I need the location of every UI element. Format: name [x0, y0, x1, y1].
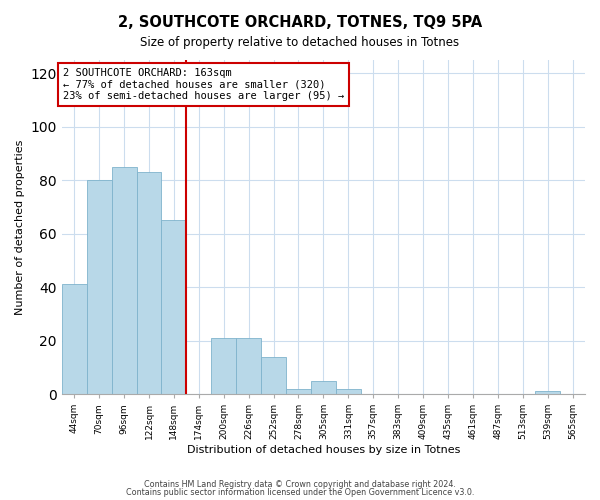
Bar: [211, 338, 236, 394]
X-axis label: Distribution of detached houses by size in Totnes: Distribution of detached houses by size …: [187, 445, 460, 455]
Text: 2, SOUTHCOTE ORCHARD, TOTNES, TQ9 5PA: 2, SOUTHCOTE ORCHARD, TOTNES, TQ9 5PA: [118, 15, 482, 30]
Text: Contains public sector information licensed under the Open Government Licence v3: Contains public sector information licen…: [126, 488, 474, 497]
Y-axis label: Number of detached properties: Number of detached properties: [15, 140, 25, 314]
Bar: [62, 284, 87, 394]
Bar: [161, 220, 187, 394]
Bar: [236, 338, 261, 394]
Bar: [137, 172, 161, 394]
Text: 2 SOUTHCOTE ORCHARD: 163sqm
← 77% of detached houses are smaller (320)
23% of se: 2 SOUTHCOTE ORCHARD: 163sqm ← 77% of det…: [63, 68, 344, 101]
Bar: [286, 388, 311, 394]
Bar: [261, 356, 286, 394]
Bar: [87, 180, 112, 394]
Text: Size of property relative to detached houses in Totnes: Size of property relative to detached ho…: [140, 36, 460, 49]
Bar: [336, 388, 361, 394]
Bar: [112, 167, 137, 394]
Bar: [535, 392, 560, 394]
Text: Contains HM Land Registry data © Crown copyright and database right 2024.: Contains HM Land Registry data © Crown c…: [144, 480, 456, 489]
Bar: [311, 380, 336, 394]
